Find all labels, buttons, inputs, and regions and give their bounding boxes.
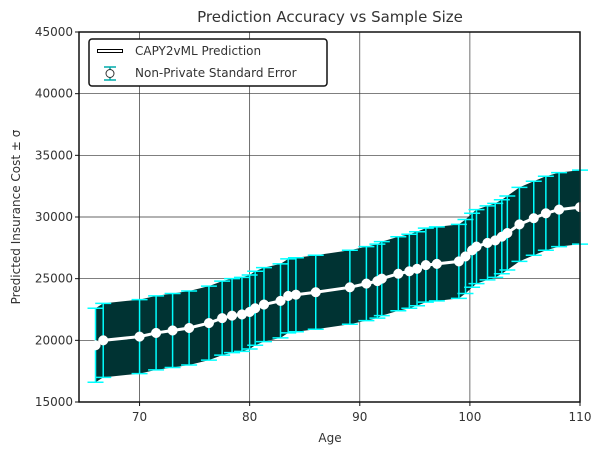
data-point (344, 282, 355, 293)
data-point (393, 268, 404, 279)
y-tick-label: 25000 (35, 272, 73, 286)
data-point (151, 327, 162, 338)
legend-label-error: Non-Private Standard Error (135, 66, 297, 80)
legend-label-prediction: CAPY2vML Prediction (135, 44, 261, 58)
data-point (420, 260, 431, 271)
data-point (217, 313, 228, 324)
x-tick-label: 90 (352, 410, 367, 424)
error-band-layer (95, 170, 581, 383)
data-point (514, 219, 525, 230)
x-tick-label: 100 (458, 410, 481, 424)
data-point (184, 322, 195, 334)
x-tick-label: 80 (242, 410, 257, 424)
data-point (502, 227, 513, 239)
y-tick-label: 15000 (35, 395, 73, 409)
grid-layer (79, 31, 581, 403)
y-axis-label: Predicted Insurance Cost ± σ (9, 129, 23, 304)
data-point (310, 287, 321, 298)
data-point (90, 340, 101, 351)
data-point (361, 278, 372, 289)
y-tick-label: 35000 (35, 148, 73, 162)
legend-errorbar-swatch (104, 66, 116, 81)
data-point (167, 325, 178, 336)
data-point (227, 310, 238, 321)
y-tick-label: 20000 (35, 333, 73, 347)
y-tick-layer: 15000 20000 25000 30000 35000 40000 45000 (35, 25, 79, 409)
legend-box (88, 38, 328, 87)
y-tick-label: 30000 (35, 210, 73, 224)
data-point (471, 241, 482, 252)
x-tick-label: 110 (569, 410, 592, 424)
legend: CAPY2vML Prediction Non-Private Standard… (88, 38, 328, 87)
x-axis-label: Age (318, 431, 341, 445)
data-point (134, 331, 145, 342)
data-point (203, 318, 214, 329)
x-tick-layer: 70 80 90 100 110 (132, 402, 592, 424)
x-tick-label: 70 (132, 410, 147, 424)
data-point (460, 251, 471, 262)
data-point (431, 258, 442, 269)
data-point (554, 204, 565, 215)
y-tick-label: 40000 (35, 87, 73, 101)
data-point (376, 273, 387, 284)
data-point (275, 295, 286, 306)
chart-title: Prediction Accuracy vs Sample Size (197, 8, 463, 26)
data-point (98, 335, 109, 346)
data-point (528, 213, 539, 224)
data-point (540, 208, 551, 219)
error-band (95, 170, 581, 383)
data-point (258, 299, 270, 310)
data-point (250, 303, 261, 314)
y-tick-label: 45000 (35, 25, 73, 39)
data-point (411, 263, 423, 274)
data-point (290, 289, 301, 300)
